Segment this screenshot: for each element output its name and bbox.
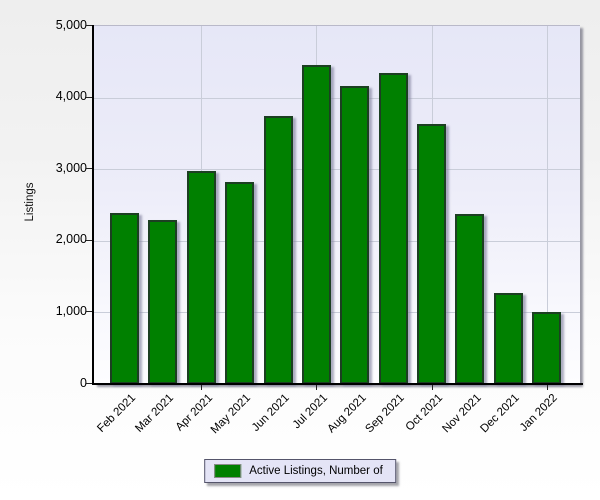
bar-apr-2021 [186,170,216,384]
bar-jul-2021 [301,65,331,384]
bar-may-2021 [225,182,255,384]
h-gridline [94,169,580,171]
y-tick-mark [86,25,93,26]
x-tick-mark [432,385,433,390]
h-gridline [94,97,580,99]
bar-feb-2021 [110,212,139,384]
bar-nov-2021 [455,214,485,384]
y-tick-label: 1,000 [55,303,87,318]
legend-swatch-icon [214,464,242,478]
y-tick-label: 2,000 [55,232,87,247]
x-tick-label: Oct 2021 [403,392,446,434]
x-tick-label: Feb 2021 [95,392,138,435]
bar-aug-2021 [340,86,370,384]
x-tick-mark [201,385,202,390]
plot-area [94,25,580,384]
bar-jun-2021 [263,115,293,384]
x-tick-label: Aug 2021 [325,392,369,436]
x-tick-label: Jun 2021 [249,392,292,434]
y-tick-label: 5,000 [55,17,87,32]
x-tick-label: Jul 2021 [290,392,330,432]
x-tick-label: Mar 2021 [133,392,177,435]
h-gridline [94,240,580,242]
y-tick-label: 4,000 [55,89,87,104]
y-axis-line [92,25,94,385]
y-tick-mark [86,383,93,384]
x-tick-label: Nov 2021 [440,392,484,436]
y-tick-mark [86,240,93,241]
x-axis-line [92,383,583,385]
y-axis-title: Listings [24,182,36,222]
bar-sep-2021 [378,72,408,384]
x-tick-label: Dec 2021 [478,392,522,436]
y-tick-mark [86,97,93,98]
y-tick-mark [86,168,93,169]
bar-jan-2022 [532,311,562,384]
x-tick-label: May 2021 [208,392,254,437]
legend: Active Listings, Number of [204,459,396,483]
y-tick-label: 3,000 [55,160,87,175]
x-tick-label: Jan 2022 [518,392,561,434]
y-tick-label: 0 [80,375,87,390]
x-tick-mark [547,385,548,390]
bar-mar-2021 [148,220,178,384]
legend-label: Active Listings, Number of [249,465,383,477]
x-tick-mark [316,385,317,390]
h-gridline [94,312,580,314]
x-tick-label: Sep 2021 [363,392,407,436]
bar-oct-2021 [417,124,447,384]
v-gridline [547,26,548,384]
bar-dec-2021 [493,293,523,384]
y-tick-mark [86,311,93,312]
